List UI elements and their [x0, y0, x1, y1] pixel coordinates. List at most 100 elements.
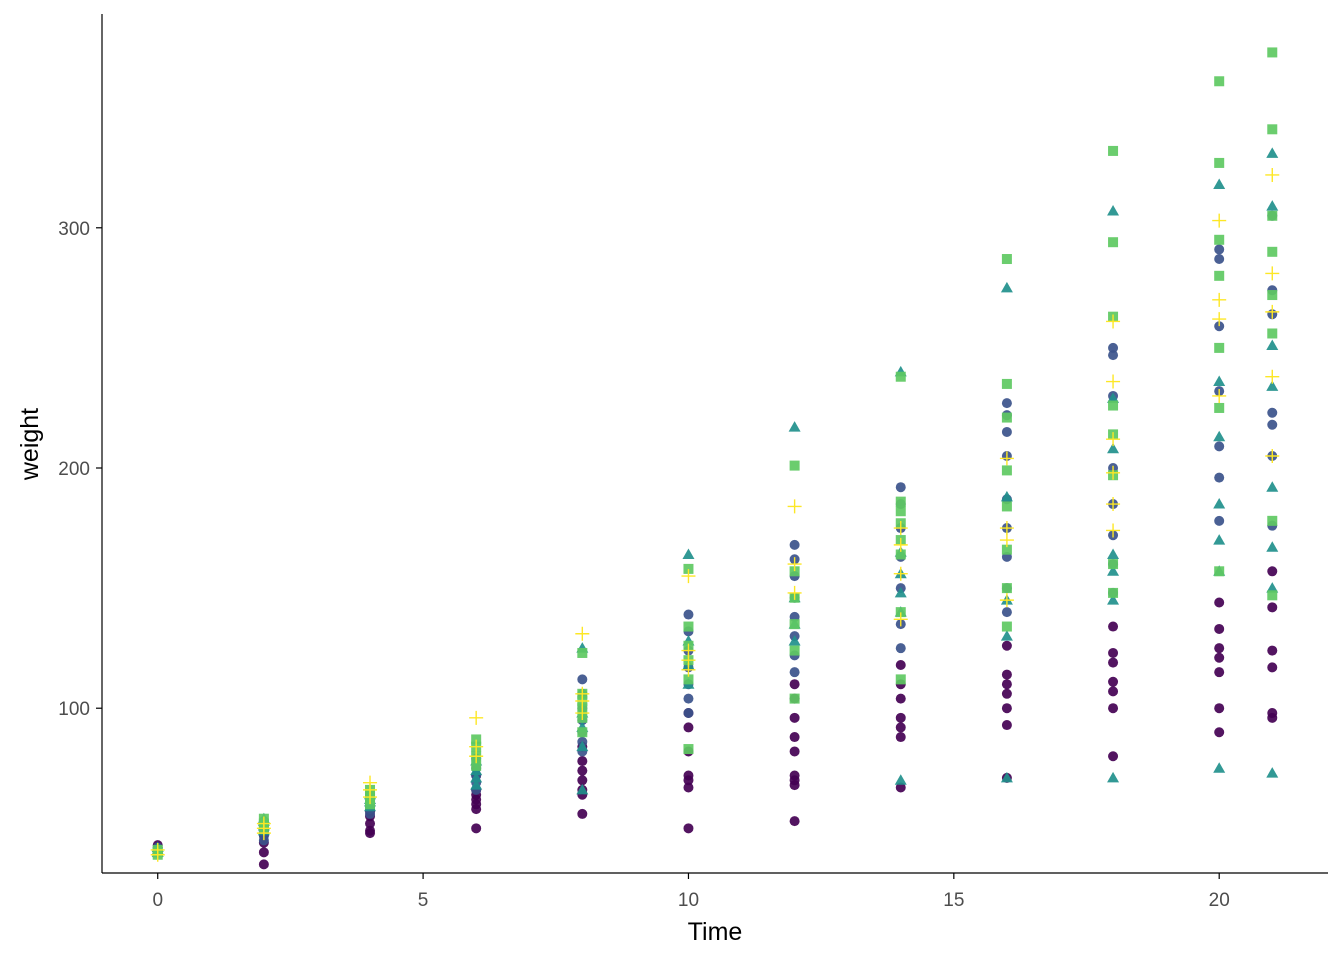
data-point-circle	[683, 823, 694, 834]
data-point-triangle	[1266, 380, 1279, 391]
data-point-circle	[789, 712, 800, 723]
data-point-triangle	[1107, 442, 1120, 454]
data-point-circle	[471, 823, 482, 834]
data-point-triangle	[1266, 541, 1279, 552]
data-points-layer	[150, 47, 1280, 870]
data-point-triangle	[576, 740, 589, 752]
data-point-triangle	[894, 586, 907, 598]
data-point-circle	[258, 847, 269, 858]
data-point-triangle	[1213, 762, 1226, 773]
data-point-plus	[681, 643, 696, 658]
data-point-square	[1214, 157, 1225, 168]
data-point-square	[789, 566, 800, 577]
data-point-plus	[1106, 314, 1121, 329]
data-point-circle	[895, 482, 906, 493]
data-point-circle	[1108, 342, 1119, 353]
data-point-square	[1108, 400, 1119, 411]
data-point-square	[1001, 378, 1012, 389]
data-point-plus	[999, 593, 1014, 608]
data-point-circle	[1001, 398, 1012, 409]
data-point-circle	[577, 808, 588, 819]
data-point-triangle	[1000, 630, 1013, 641]
data-point-circle	[1108, 676, 1119, 687]
data-point-triangle	[1266, 200, 1279, 211]
x-tick-label: 20	[1209, 890, 1230, 911]
data-point-circle	[789, 667, 800, 678]
data-point-circle	[1214, 643, 1225, 654]
data-point-circle	[1214, 667, 1225, 678]
data-point-circle	[1267, 602, 1278, 613]
data-point-circle	[577, 674, 588, 685]
data-point-triangle	[1107, 594, 1120, 605]
data-point-circle	[1267, 708, 1278, 719]
data-point-plus	[1265, 266, 1280, 281]
data-point-plus	[893, 566, 908, 581]
data-point-square	[1001, 501, 1012, 512]
data-point-circle	[1001, 640, 1012, 651]
data-point-triangle	[1266, 147, 1279, 158]
data-point-circle	[895, 712, 906, 723]
data-point-square	[1108, 559, 1119, 570]
data-point-square	[895, 549, 906, 560]
data-point-square	[1001, 583, 1012, 594]
data-point-plus	[1106, 465, 1121, 480]
data-point-circle	[1214, 515, 1225, 526]
data-point-circle	[1214, 441, 1225, 452]
data-point-circle	[683, 609, 694, 620]
data-point-square	[789, 693, 800, 704]
data-point-plus	[787, 499, 802, 514]
data-point-square	[1214, 342, 1225, 353]
data-point-circle	[1108, 621, 1119, 632]
data-point-triangle	[788, 634, 801, 646]
data-point-triangle	[1107, 204, 1120, 216]
data-point-plus	[1265, 448, 1280, 463]
data-point-circle	[683, 782, 694, 793]
x-axis-ticks: 0 5 10 15 20	[152, 873, 1230, 911]
data-point-square	[683, 621, 694, 632]
data-point-plus	[999, 451, 1014, 466]
data-point-circle	[1267, 407, 1278, 418]
data-point-plus	[681, 569, 696, 584]
data-point-triangle	[576, 783, 589, 795]
data-point-triangle	[1107, 771, 1120, 783]
data-point-circle	[1214, 623, 1225, 634]
data-point-square	[683, 744, 694, 755]
data-point-circle	[1214, 703, 1225, 714]
data-point-circle	[365, 825, 376, 836]
data-point-square	[895, 496, 906, 507]
data-point-triangle	[1213, 498, 1226, 509]
data-point-plus	[1212, 292, 1227, 307]
data-point-circle	[789, 679, 800, 690]
data-point-circle	[789, 746, 800, 757]
data-point-triangle	[1213, 534, 1226, 545]
data-point-square	[1267, 515, 1278, 526]
data-point-square	[1214, 270, 1225, 281]
data-point-triangle	[1266, 582, 1279, 593]
data-point-circle	[1001, 720, 1012, 731]
data-point-triangle	[1107, 392, 1120, 403]
data-point-circle	[1001, 607, 1012, 618]
data-point-square	[683, 674, 694, 685]
data-point-circle	[895, 643, 906, 654]
data-point-plus	[1212, 213, 1227, 228]
data-point-circle	[895, 782, 906, 793]
data-point-circle	[789, 539, 800, 550]
data-point-circle	[1001, 426, 1012, 437]
data-point-square	[789, 460, 800, 471]
data-point-circle	[789, 732, 800, 743]
data-point-square	[895, 371, 906, 382]
data-point-circle	[365, 818, 376, 829]
data-point-plus	[1265, 304, 1280, 319]
data-point-square	[1108, 587, 1119, 598]
data-point-plus	[1265, 167, 1280, 182]
data-point-square	[1001, 254, 1012, 265]
data-point-triangle	[682, 548, 695, 559]
data-point-circle	[789, 770, 800, 781]
data-point-circle	[577, 765, 588, 776]
data-point-triangle	[1000, 771, 1013, 783]
y-axis-title: weight	[16, 408, 44, 481]
data-point-circle	[1001, 669, 1012, 680]
data-point-plus	[150, 847, 165, 862]
data-point-triangle	[1000, 490, 1013, 502]
